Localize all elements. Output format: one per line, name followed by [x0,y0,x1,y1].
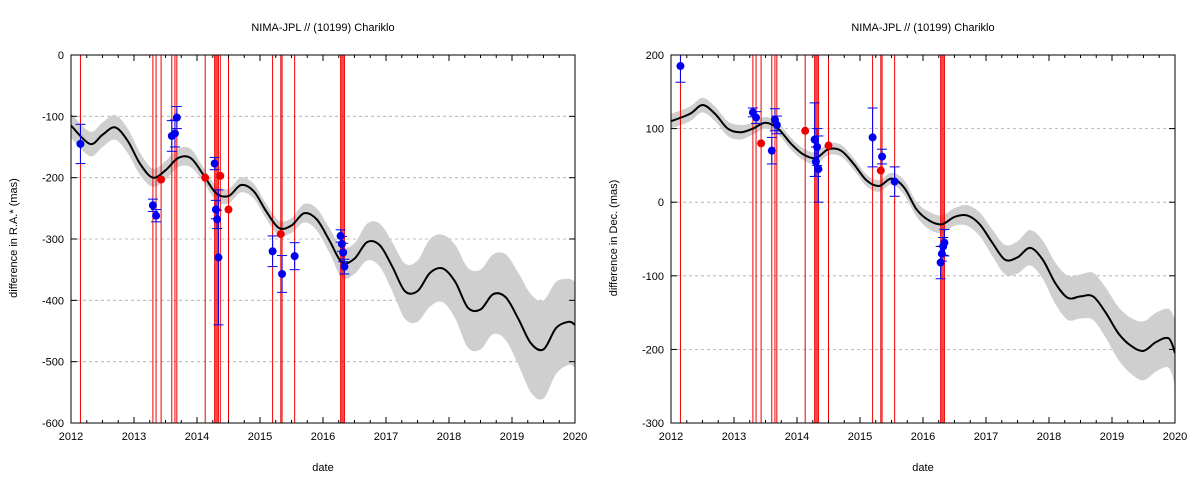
ra-difference-chart: NIMA-JPL // (10199) Chariklo date differ… [8,22,587,474]
x-tick-label: 2016 [311,431,335,443]
blue-observation-point [290,252,299,261]
red-observation-point [824,141,833,150]
y-tick-label: -200 [642,344,664,356]
model-curve [71,124,575,352]
red-observation-point [157,175,166,184]
red-observation-point [224,205,233,214]
red-observation-point [276,230,285,239]
x-tick-label: 2015 [848,431,872,443]
blue-observation-point [813,143,822,151]
red-observation-point [757,139,766,148]
blue-observation-point [76,139,85,148]
y-tick-label: -100 [42,111,64,123]
blue-observation-point [172,113,181,122]
uncertainty-band [71,113,575,400]
plot-area [671,55,1175,423]
x-tick-label: 2018 [1037,431,1061,443]
blue-observation-point [676,62,685,71]
chart-title: NIMA-JPL // (10199) Chariklo [251,22,394,34]
blue-observation-point [814,165,823,174]
x-tick-label: 2015 [248,431,272,443]
blue-observation-point [936,258,945,267]
plot-frame [670,54,1176,424]
blue-observation-point [336,231,345,240]
x-tick-label: 2020 [563,431,587,443]
blue-observation-point [214,253,223,262]
y-tick-label: -400 [42,295,64,307]
blue-observation-point [810,135,819,144]
y-tick-label: -200 [42,173,64,185]
x-tick-label: 2017 [974,431,998,443]
y-tick-label: -300 [642,418,664,430]
x-tick-label: 2018 [437,431,461,443]
y-tick-label: 0 [58,50,64,62]
blue-observation-point [170,129,179,138]
red-observation-point [201,173,210,182]
blue-observation-point [868,133,877,142]
dec-difference-chart: NIMA-JPL // (10199) Chariklo date differ… [608,22,1187,474]
blue-observation-point [772,120,781,129]
blue-observation-point [339,248,348,257]
y-axis-title: difference in Dec. (mas) [608,180,620,297]
y-tick-label: 0 [658,197,664,209]
plot-area [71,55,575,423]
y-tick-label: 200 [646,50,664,62]
blue-observation-point [213,215,222,224]
blue-observation-point [337,239,346,248]
x-tick-label: 2013 [722,431,746,443]
x-tick-label: 2012 [659,431,683,443]
blue-observation-point [148,201,157,210]
x-tick-label: 2013 [122,431,146,443]
uncertainty-band [671,97,1175,387]
red-observation-point [876,166,885,175]
x-tick-label: 2014 [185,431,209,443]
model-curve [671,104,1175,354]
x-tick-label: 2012 [59,431,83,443]
red-observation-point [216,171,225,180]
blue-observation-point [878,152,887,161]
x-tick-label: 2014 [785,431,809,443]
red-observation-point [801,126,810,135]
blue-observation-point [940,238,949,247]
x-axis-title: date [312,462,333,474]
blue-observation-point [890,177,899,186]
x-axis-title: date [912,462,933,474]
blue-observation-point [340,262,349,271]
y-tick-label: -600 [42,418,64,430]
y-tick-label: -100 [642,271,664,283]
y-tick-label: -500 [42,357,64,369]
y-tick-label: -300 [42,234,64,246]
blue-observation-point [811,157,820,166]
x-tick-label: 2017 [374,431,398,443]
chart-title: NIMA-JPL // (10199) Chariklo [851,22,994,34]
blue-observation-point [268,247,277,256]
y-tick-label: 100 [646,124,664,136]
x-tick-label: 2016 [911,431,935,443]
blue-observation-point [278,269,287,278]
blue-observation-point [210,159,219,168]
y-axis-title: difference in R.A.* (mas) [8,178,20,298]
blue-observation-point [211,205,220,214]
x-tick-label: 2019 [1100,431,1124,443]
x-tick-label: 2019 [500,431,524,443]
blue-observation-point [767,146,776,155]
blue-observation-point [152,211,161,220]
x-tick-label: 2020 [1163,431,1187,443]
blue-observation-point [752,113,761,122]
